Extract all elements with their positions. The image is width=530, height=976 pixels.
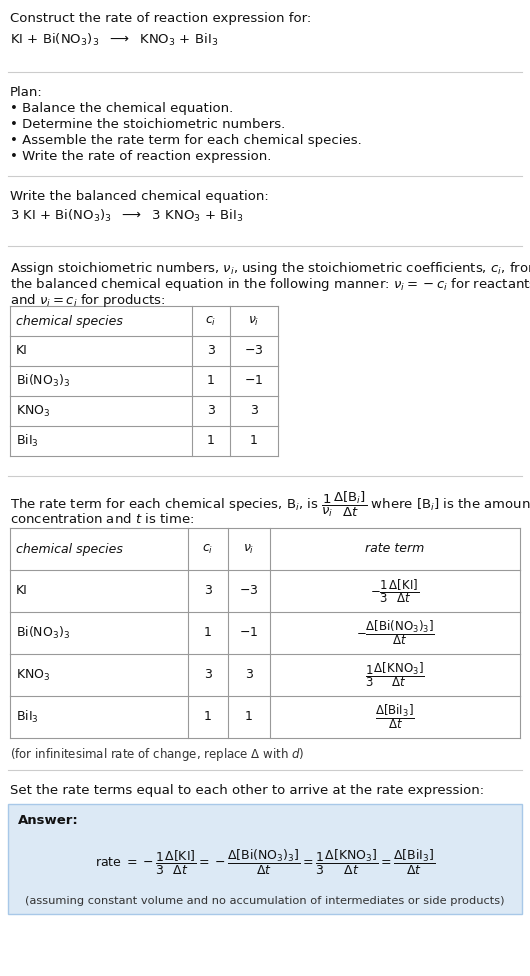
- Text: • Determine the stoichiometric numbers.: • Determine the stoichiometric numbers.: [10, 118, 285, 131]
- Text: 1: 1: [207, 434, 215, 448]
- Text: rate $= -\dfrac{1}{3}\dfrac{\Delta[\mathrm{KI}]}{\Delta t} = -\dfrac{\Delta[\mat: rate $= -\dfrac{1}{3}\dfrac{\Delta[\math…: [95, 847, 435, 876]
- Text: 1: 1: [245, 711, 253, 723]
- Text: KI: KI: [16, 585, 28, 597]
- Text: $\dfrac{1}{3}\dfrac{\Delta[\mathrm{KNO_3}]}{\Delta t}$: $\dfrac{1}{3}\dfrac{\Delta[\mathrm{KNO_3…: [365, 661, 425, 689]
- Text: Assign stoichiometric numbers, $\nu_i$, using the stoichiometric coefficients, $: Assign stoichiometric numbers, $\nu_i$, …: [10, 260, 530, 277]
- Text: 3: 3: [250, 404, 258, 418]
- Text: KI + Bi(NO$_3$)$_3$  $\longrightarrow$  KNO$_3$ + BiI$_3$: KI + Bi(NO$_3$)$_3$ $\longrightarrow$ KN…: [10, 32, 218, 48]
- Text: KNO$_3$: KNO$_3$: [16, 403, 50, 419]
- Text: chemical species: chemical species: [16, 543, 123, 555]
- Text: 3: 3: [204, 669, 212, 681]
- Text: $-3$: $-3$: [244, 345, 264, 357]
- Text: BiI$_3$: BiI$_3$: [16, 709, 39, 725]
- Text: BiI$_3$: BiI$_3$: [16, 433, 39, 449]
- FancyBboxPatch shape: [8, 804, 522, 914]
- Text: Set the rate terms equal to each other to arrive at the rate expression:: Set the rate terms equal to each other t…: [10, 784, 484, 797]
- Text: $\nu_i$: $\nu_i$: [249, 314, 260, 328]
- Text: $-1$: $-1$: [240, 627, 259, 639]
- Text: chemical species: chemical species: [16, 314, 123, 328]
- Text: the balanced chemical equation in the following manner: $\nu_i = -c_i$ for react: the balanced chemical equation in the fo…: [10, 276, 530, 293]
- Text: 1: 1: [204, 711, 212, 723]
- Text: Bi(NO$_3$)$_3$: Bi(NO$_3$)$_3$: [16, 625, 70, 641]
- Text: $c_i$: $c_i$: [205, 314, 217, 328]
- Text: $-\dfrac{1}{3}\dfrac{\Delta[\mathrm{KI}]}{\Delta t}$: $-\dfrac{1}{3}\dfrac{\Delta[\mathrm{KI}]…: [370, 577, 420, 605]
- Text: 3: 3: [245, 669, 253, 681]
- Text: $-3$: $-3$: [239, 585, 259, 597]
- Text: Answer:: Answer:: [18, 814, 79, 827]
- Text: and $\nu_i = c_i$ for products:: and $\nu_i = c_i$ for products:: [10, 292, 165, 309]
- Text: Plan:: Plan:: [10, 86, 43, 99]
- Text: 1: 1: [207, 375, 215, 387]
- Text: • Assemble the rate term for each chemical species.: • Assemble the rate term for each chemic…: [10, 134, 362, 147]
- Text: 1: 1: [250, 434, 258, 448]
- Text: $-1$: $-1$: [244, 375, 263, 387]
- Text: Write the balanced chemical equation:: Write the balanced chemical equation:: [10, 190, 269, 203]
- Text: rate term: rate term: [365, 543, 425, 555]
- Text: 3: 3: [204, 585, 212, 597]
- Text: concentration and $t$ is time:: concentration and $t$ is time:: [10, 512, 194, 526]
- Text: 3: 3: [207, 345, 215, 357]
- Text: (for infinitesimal rate of change, replace $\Delta$ with $d$): (for infinitesimal rate of change, repla…: [10, 746, 304, 763]
- Text: KNO$_3$: KNO$_3$: [16, 668, 50, 682]
- Text: (assuming constant volume and no accumulation of intermediates or side products): (assuming constant volume and no accumul…: [25, 896, 505, 906]
- Text: 3 KI + Bi(NO$_3$)$_3$  $\longrightarrow$  3 KNO$_3$ + BiI$_3$: 3 KI + Bi(NO$_3$)$_3$ $\longrightarrow$ …: [10, 208, 243, 224]
- Text: $\dfrac{\Delta[\mathrm{BiI_3}]}{\Delta t}$: $\dfrac{\Delta[\mathrm{BiI_3}]}{\Delta t…: [375, 703, 415, 731]
- Text: • Write the rate of reaction expression.: • Write the rate of reaction expression.: [10, 150, 271, 163]
- Text: $c_i$: $c_i$: [202, 543, 214, 555]
- Text: Construct the rate of reaction expression for:: Construct the rate of reaction expressio…: [10, 12, 311, 25]
- Text: • Balance the chemical equation.: • Balance the chemical equation.: [10, 102, 233, 115]
- Text: KI: KI: [16, 345, 28, 357]
- Text: Bi(NO$_3$)$_3$: Bi(NO$_3$)$_3$: [16, 373, 70, 389]
- Text: 1: 1: [204, 627, 212, 639]
- Text: $\nu_i$: $\nu_i$: [243, 543, 255, 555]
- Text: The rate term for each chemical species, B$_i$, is $\dfrac{1}{\nu_i}\dfrac{\Delt: The rate term for each chemical species,…: [10, 490, 530, 519]
- Text: 3: 3: [207, 404, 215, 418]
- Text: $-\dfrac{\Delta[\mathrm{Bi(NO_3)_3}]}{\Delta t}$: $-\dfrac{\Delta[\mathrm{Bi(NO_3)_3}]}{\D…: [356, 619, 435, 647]
